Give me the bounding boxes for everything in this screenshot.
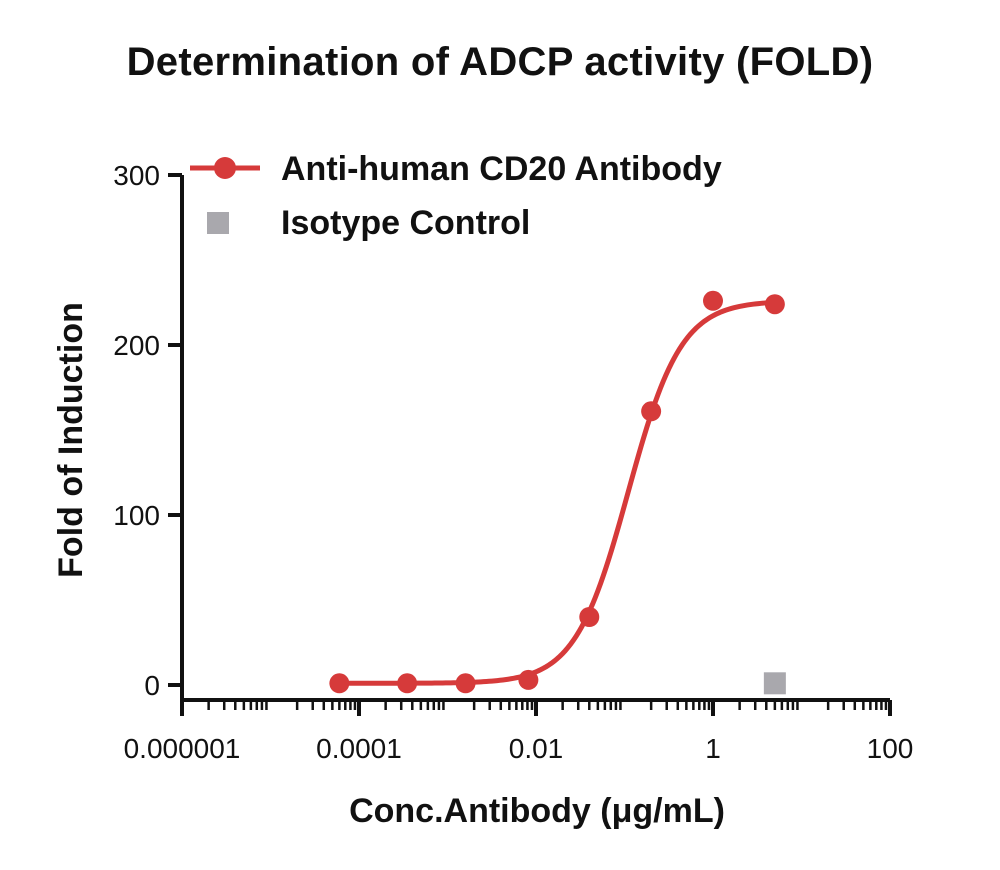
data-point-circle (455, 673, 476, 694)
y-tick-label: 100 (113, 500, 160, 531)
y-tick-label: 200 (113, 330, 160, 361)
data-point-square (763, 672, 786, 695)
y-tick-label: 300 (113, 160, 160, 191)
curves (336, 299, 778, 686)
data-points (329, 290, 786, 695)
legend-marker-circle (214, 157, 236, 179)
data-point-circle (641, 401, 662, 422)
data-point-circle (518, 669, 539, 690)
data-point-circle (764, 294, 785, 315)
ticks: 0 100 200 300 0.000001 0.0001 0.01 1 100 (113, 160, 913, 764)
chart-title: Determination of ADCP activity (FOLD) (126, 40, 874, 84)
data-point-circle (397, 673, 418, 694)
fit-curve-0 (336, 299, 778, 686)
legend-label: Anti-human CD20 Antibody (281, 150, 722, 188)
x-tick-label: 0.0001 (316, 733, 402, 764)
x-tick-label: 1 (705, 733, 721, 764)
legend: Anti-human CD20 Antibody Isotype Control (190, 150, 722, 242)
data-point-circle (579, 607, 600, 627)
x-axis-label: Conc.Antibody (μg/mL) (349, 792, 725, 830)
data-point-circle (329, 673, 350, 694)
x-tick-label: 100 (867, 733, 914, 764)
axes (180, 175, 890, 702)
y-tick-label: 0 (144, 670, 160, 701)
data-point-circle (703, 290, 723, 311)
x-tick-label: 0.01 (509, 733, 564, 764)
x-tick-label: 0.000001 (124, 733, 241, 764)
legend-marker-square (207, 212, 229, 234)
legend-label: Isotype Control (281, 204, 530, 242)
y-axis-label: Fold of Induction (52, 302, 90, 578)
